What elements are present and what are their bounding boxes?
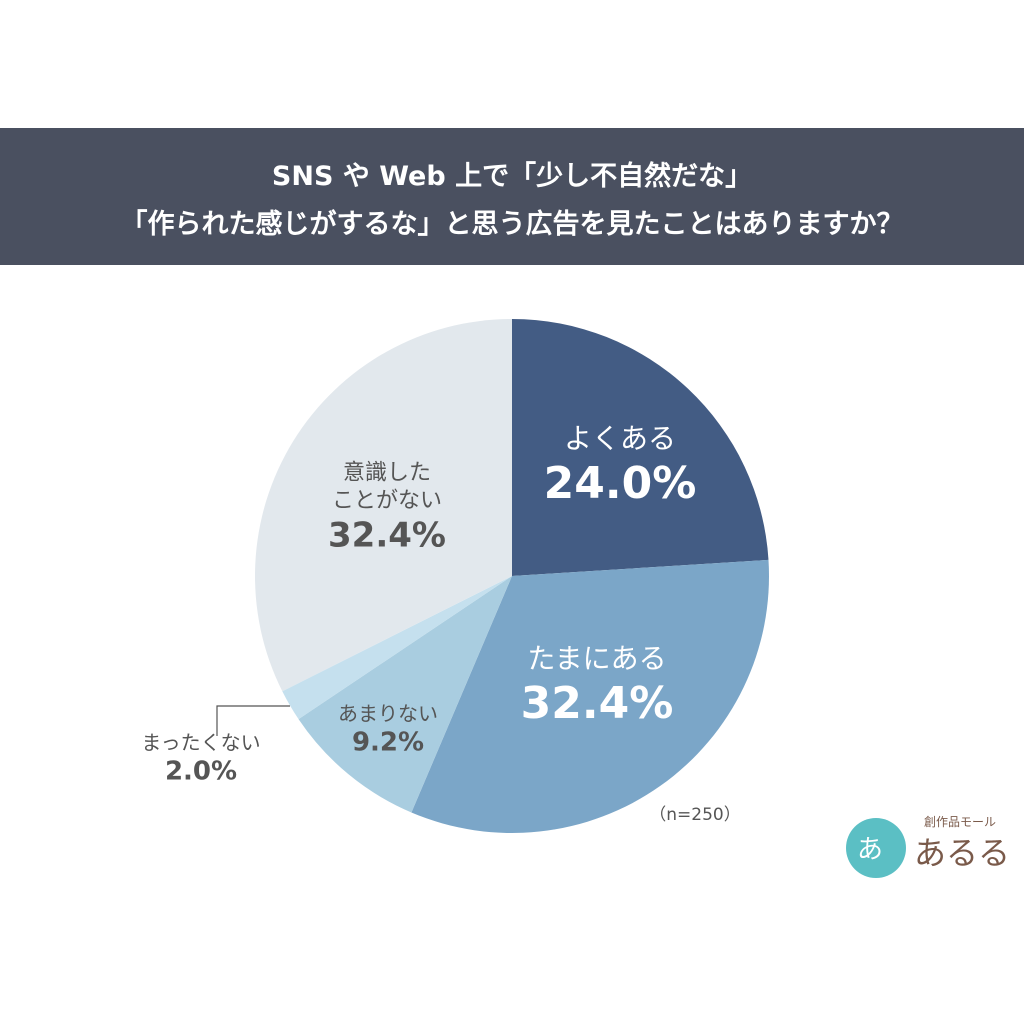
slice-label: よくある 24.0% bbox=[544, 421, 697, 511]
value-label: 24.0% bbox=[543, 458, 697, 509]
slice-label: たまにある 32.4% bbox=[521, 641, 674, 731]
title-band: SNS や Web 上で「少し不自然だな」 「作られた感じがするな」と思う広告を… bbox=[0, 128, 1024, 265]
title-line: 「作られた感じがするな」と思う広告を見たことはありますか？ bbox=[120, 209, 904, 240]
value-label: 32.4% bbox=[520, 678, 674, 729]
slice-label: まったくない 2.0% bbox=[141, 730, 260, 788]
logo-mark-text: あ bbox=[857, 835, 883, 865]
category-label: まったくない bbox=[141, 730, 261, 755]
category-label: 意識した ことがない bbox=[331, 460, 442, 513]
pie-slice bbox=[254, 319, 512, 692]
logo-tagline: 創作品モール bbox=[924, 815, 996, 829]
value-label: 2.0% bbox=[164, 756, 238, 787]
slice-label: あまりない 9.2% bbox=[338, 701, 438, 759]
title-line: SNS や Web 上で「少し不自然だな」 bbox=[271, 161, 753, 192]
value-label: 9.2% bbox=[351, 727, 425, 758]
slice-label: 意識した ことがない 32.4% bbox=[328, 459, 446, 557]
category-label: たまにある bbox=[527, 642, 667, 675]
sample-note: （n=250） bbox=[649, 805, 740, 825]
pie-slice bbox=[411, 559, 769, 833]
pie-slice bbox=[512, 319, 769, 576]
category-label: よくある bbox=[563, 422, 676, 455]
value-label: 32.4% bbox=[328, 515, 446, 556]
leader-line bbox=[216, 705, 290, 736]
logo-mark bbox=[846, 818, 906, 878]
pie-slice bbox=[298, 576, 512, 813]
category-label: あまりない bbox=[338, 701, 438, 726]
logo-name: あるる bbox=[914, 834, 1010, 872]
pie-slice bbox=[282, 576, 512, 720]
